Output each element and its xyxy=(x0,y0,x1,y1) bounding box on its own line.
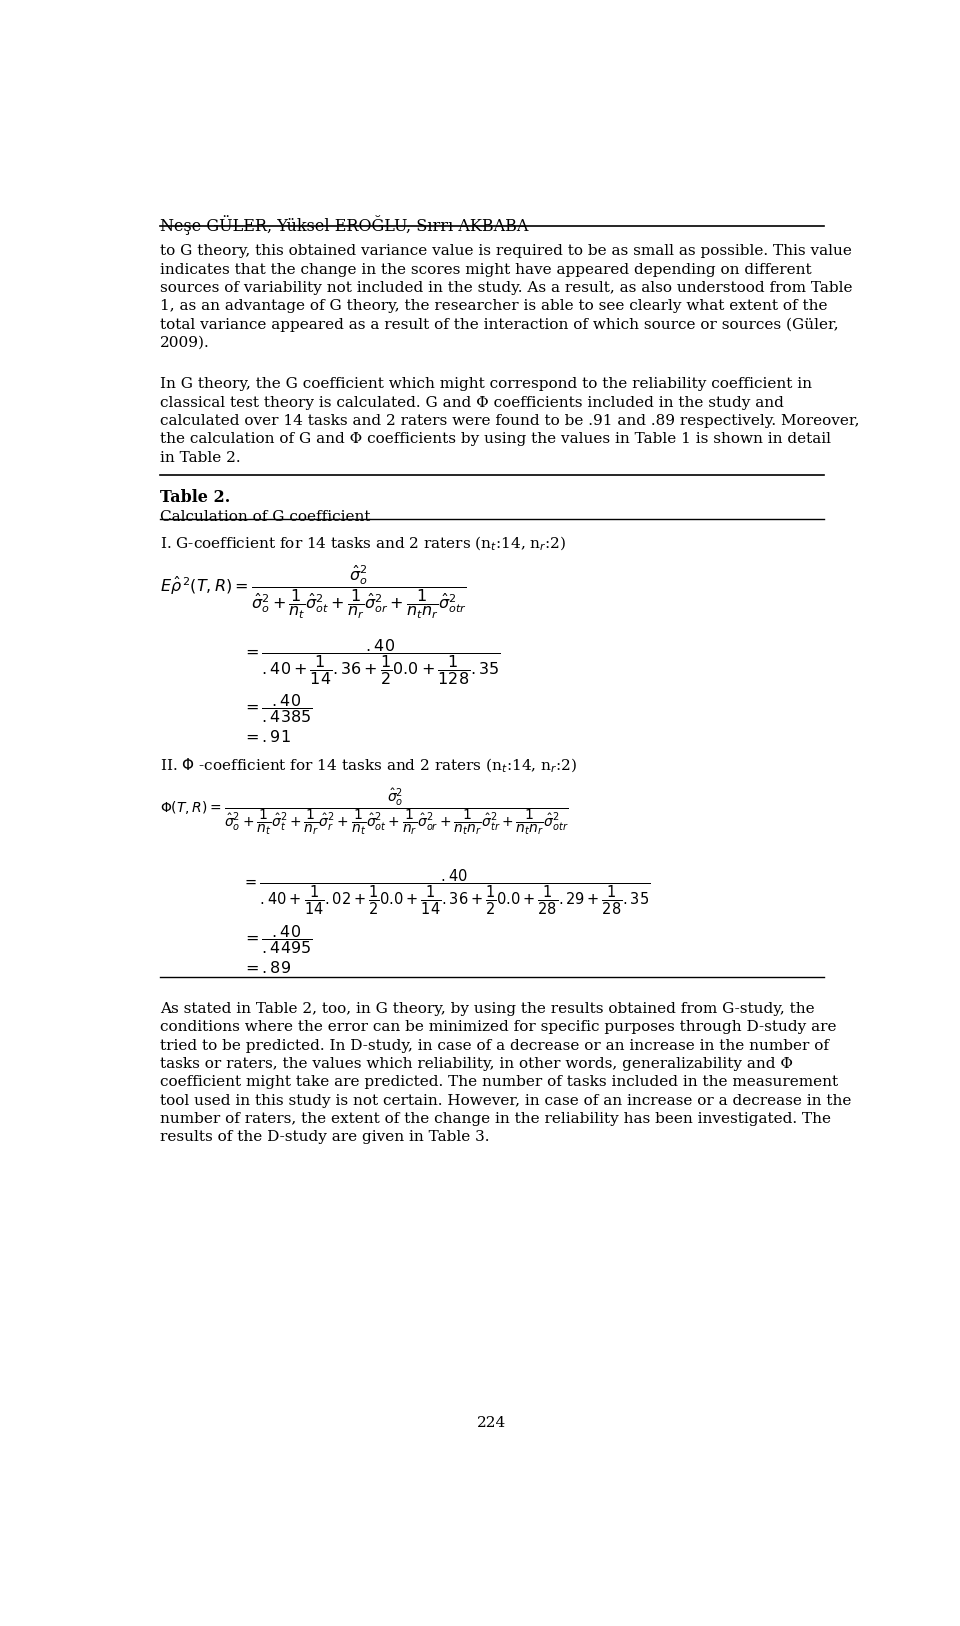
Text: in Table 2.: in Table 2. xyxy=(160,450,241,465)
Text: the calculation of G and Φ coefficients by using the values in Table 1 is shown : the calculation of G and Φ coefficients … xyxy=(160,433,831,447)
Text: 1, as an advantage of G theory, the researcher is able to see clearly what exten: 1, as an advantage of G theory, the rese… xyxy=(160,299,828,314)
Text: $= \dfrac{.40}{.40 + \dfrac{1}{14}.36 + \dfrac{1}{2}0.0 + \dfrac{1}{128}.35}$: $= \dfrac{.40}{.40 + \dfrac{1}{14}.36 + … xyxy=(242,637,500,686)
Text: classical test theory is calculated. G and Φ coefficients included in the study : classical test theory is calculated. G a… xyxy=(160,395,784,410)
Text: Table 2.: Table 2. xyxy=(160,489,230,506)
Text: total variance appeared as a result of the interaction of which source or source: total variance appeared as a result of t… xyxy=(160,317,839,332)
Text: calculated over 14 tasks and 2 raters were found to be .91 and .89 respectively.: calculated over 14 tasks and 2 raters we… xyxy=(160,415,860,428)
Text: As stated in Table 2, too, in G theory, by using the results obtained from G-stu: As stated in Table 2, too, in G theory, … xyxy=(160,1002,815,1016)
Text: tasks or raters, the values which reliability, in other words, generalizability : tasks or raters, the values which reliab… xyxy=(160,1057,793,1072)
Text: conditions where the error can be minimized for specific purposes through D-stud: conditions where the error can be minimi… xyxy=(160,1020,837,1034)
Text: $=.91$: $=.91$ xyxy=(242,730,291,745)
Text: to G theory, this obtained variance value is required to be as small as possible: to G theory, this obtained variance valu… xyxy=(160,244,852,259)
Text: number of raters, the extent of the change in the reliability has been investiga: number of raters, the extent of the chan… xyxy=(160,1112,831,1125)
Text: $= \dfrac{.40}{.40 + \dfrac{1}{14}.02 + \dfrac{1}{2}0.0 + \dfrac{1}{14}.36 + \df: $= \dfrac{.40}{.40 + \dfrac{1}{14}.02 + … xyxy=(242,868,650,917)
Text: Calculation of G coefficient: Calculation of G coefficient xyxy=(160,511,371,524)
Text: $= \dfrac{.40}{.4385}$: $= \dfrac{.40}{.4385}$ xyxy=(242,693,312,725)
Text: sources of variability not included in the study. As a result, as also understoo: sources of variability not included in t… xyxy=(160,281,852,294)
Text: Neşe GÜLER, Yüksel EROĞLU, Sırrı AKBABA: Neşe GÜLER, Yüksel EROĞLU, Sırrı AKBABA xyxy=(160,215,529,236)
Text: $= \dfrac{.40}{.4495}$: $= \dfrac{.40}{.4495}$ xyxy=(242,924,312,956)
Text: 2009).: 2009). xyxy=(160,337,210,350)
Text: indicates that the change in the scores might have appeared depending on differe: indicates that the change in the scores … xyxy=(160,263,812,276)
Text: I. G-coefficient for 14 tasks and 2 raters (n$_t$:14, n$_r$:2): I. G-coefficient for 14 tasks and 2 rate… xyxy=(160,535,566,553)
Text: $\Phi(T,R) = \dfrac{\hat{\sigma}_o^2}{\hat{\sigma}_o^2 + \dfrac{1}{n_t}\hat{\sig: $\Phi(T,R) = \dfrac{\hat{\sigma}_o^2}{\h… xyxy=(160,787,569,837)
Text: $=.89$: $=.89$ xyxy=(242,961,291,976)
Text: II. $\Phi$ -coefficient for 14 tasks and 2 raters (n$_t$:14, n$_r$:2): II. $\Phi$ -coefficient for 14 tasks and… xyxy=(160,756,577,774)
Text: results of the D-study are given in Table 3.: results of the D-study are given in Tabl… xyxy=(160,1130,490,1145)
Text: $E\hat{\rho}^{\,2}(T,R) = \dfrac{\hat{\sigma}_o^2}{\hat{\sigma}_o^2 + \dfrac{1}{: $E\hat{\rho}^{\,2}(T,R) = \dfrac{\hat{\s… xyxy=(160,564,468,621)
Text: coefficient might take are predicted. The number of tasks included in the measur: coefficient might take are predicted. Th… xyxy=(160,1075,838,1089)
Text: 224: 224 xyxy=(477,1416,507,1431)
Text: tool used in this study is not certain. However, in case of an increase or a dec: tool used in this study is not certain. … xyxy=(160,1094,852,1107)
Text: In G theory, the G coefficient which might correspond to the reliability coeffic: In G theory, the G coefficient which mig… xyxy=(160,377,812,392)
Text: tried to be predicted. In D-study, in case of a decrease or an increase in the n: tried to be predicted. In D-study, in ca… xyxy=(160,1039,829,1052)
